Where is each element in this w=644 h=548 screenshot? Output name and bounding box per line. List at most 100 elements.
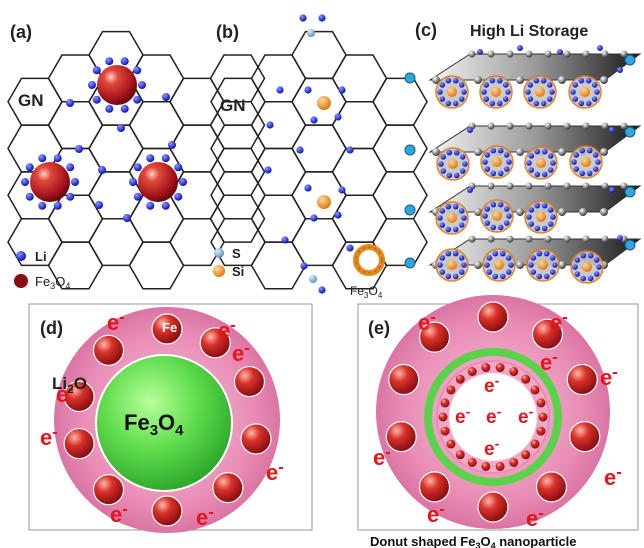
carbon-atom xyxy=(516,208,524,216)
li-atom xyxy=(162,93,170,101)
li-atom xyxy=(503,166,510,172)
li-atom xyxy=(492,250,499,257)
carbon-atom xyxy=(516,76,524,84)
li-atom xyxy=(547,167,554,173)
hexagon-cell xyxy=(250,241,307,290)
li-atom xyxy=(484,166,491,172)
li-atom xyxy=(530,255,537,261)
small-fe-particle xyxy=(455,374,465,384)
carbon-atom xyxy=(525,50,533,58)
panel-label-a: (a) xyxy=(10,22,32,42)
li-atom xyxy=(489,77,496,84)
li-atom xyxy=(534,202,541,209)
li-atom xyxy=(597,45,603,51)
li-atom xyxy=(585,77,592,84)
carbon-atom xyxy=(582,182,590,190)
li-atom xyxy=(557,49,563,55)
li-atom xyxy=(304,184,312,192)
green-ring-e xyxy=(424,348,562,486)
li-atom xyxy=(25,192,34,201)
legend-li-marker-a xyxy=(16,251,26,261)
li-atom xyxy=(530,269,537,275)
li-atom xyxy=(105,104,114,113)
carbon-atom xyxy=(487,122,495,130)
li-atom xyxy=(490,147,497,154)
li-atom xyxy=(437,215,443,221)
carbon-atom xyxy=(558,76,566,84)
li-atom xyxy=(174,163,183,172)
s-atom xyxy=(404,72,416,84)
carbon-atom xyxy=(506,50,514,58)
li-atom xyxy=(499,273,506,280)
s-atom xyxy=(624,126,636,138)
si-atom xyxy=(317,96,331,110)
s-atom xyxy=(404,144,416,156)
li-atom xyxy=(123,214,131,222)
li-atom xyxy=(484,152,491,158)
li-atom xyxy=(117,124,125,132)
li-atom xyxy=(346,146,354,154)
li-atom xyxy=(502,82,509,88)
si-s-li-atoms-b xyxy=(264,14,354,294)
carbon-atom xyxy=(558,148,566,156)
li-atom xyxy=(526,160,532,166)
fe-particle xyxy=(535,471,568,503)
li-atom xyxy=(579,147,586,154)
li-atom xyxy=(445,273,452,280)
si-atom xyxy=(492,211,502,221)
li-atom xyxy=(133,95,142,104)
carbon-atom xyxy=(582,50,590,58)
carbon-atom xyxy=(487,50,495,58)
fe-particle xyxy=(212,472,244,504)
li-atom xyxy=(506,159,512,165)
li-atom xyxy=(458,82,465,88)
panel-label-d: (d) xyxy=(40,318,63,338)
carbon-atom xyxy=(563,50,571,58)
hexagon-cell xyxy=(128,101,185,150)
li-atom xyxy=(98,166,106,174)
li-atom xyxy=(437,262,443,268)
li-atom xyxy=(453,149,460,156)
li-atom xyxy=(526,214,532,220)
li-atom xyxy=(503,220,510,226)
li-atom xyxy=(502,96,509,102)
li-atom xyxy=(586,170,593,177)
carbon-atom xyxy=(468,235,476,243)
hexagon-cell xyxy=(250,54,307,103)
li-atom xyxy=(609,127,615,133)
li-atom xyxy=(133,66,142,75)
carbon-atom xyxy=(601,182,609,190)
panel-b: (b) GN S Si Fe3O4 xyxy=(210,14,428,300)
carbon-atom xyxy=(525,122,533,130)
hexagon-cell xyxy=(291,30,347,80)
small-fe-particle xyxy=(438,412,448,422)
small-fe-particle xyxy=(538,412,548,422)
fe-particle xyxy=(151,495,183,527)
li-atom xyxy=(596,264,602,270)
li-atom xyxy=(92,66,101,75)
legend-fe3o4-marker-a xyxy=(14,274,28,288)
li-atom xyxy=(133,163,142,172)
hexagon-cell xyxy=(291,217,347,267)
fe-label-d: Fe xyxy=(162,320,177,335)
li-atom xyxy=(543,250,550,257)
li-atom xyxy=(482,159,488,165)
li-atom xyxy=(346,244,354,252)
li-atom xyxy=(594,89,600,95)
fe-particle xyxy=(531,318,564,350)
small-fe-particle xyxy=(440,426,450,436)
li-atom xyxy=(593,257,600,263)
sheet-label-b: GN xyxy=(220,96,246,115)
hexagon-cell xyxy=(372,77,428,126)
legend-s-marker-b xyxy=(214,248,224,258)
li-atom xyxy=(484,262,490,268)
fe-particle xyxy=(385,420,417,453)
li-atom xyxy=(525,89,531,95)
li-atom xyxy=(503,152,510,158)
small-fe-particle xyxy=(509,457,519,467)
li-atom xyxy=(541,225,548,232)
li-atom xyxy=(318,14,326,22)
small-fe-particle xyxy=(509,367,519,377)
carbon-atom xyxy=(544,122,552,130)
li-atom xyxy=(296,146,304,154)
